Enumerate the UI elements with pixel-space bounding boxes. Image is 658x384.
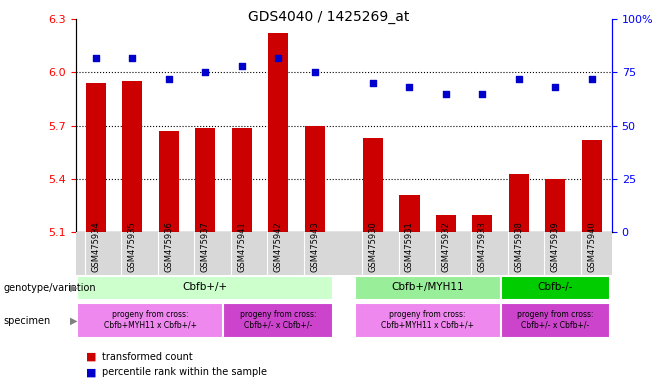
Point	[477, 91, 488, 97]
Bar	[78, 303, 224, 338]
Text: specimen: specimen	[3, 316, 51, 326]
Bar	[355, 276, 501, 300]
Bar	[472, 215, 492, 232]
Text: genotype/variation: genotype/variation	[3, 283, 96, 293]
Text: GSM475934: GSM475934	[91, 222, 100, 273]
Text: GSM475942: GSM475942	[274, 222, 283, 273]
Bar	[268, 33, 288, 232]
Bar	[545, 179, 565, 232]
Point	[236, 63, 247, 69]
Point	[90, 55, 101, 61]
Text: Cbfb+/MYH11: Cbfb+/MYH11	[392, 283, 464, 293]
Point	[550, 84, 561, 91]
Point	[309, 70, 320, 76]
Text: GSM475933: GSM475933	[478, 222, 487, 273]
Bar	[86, 83, 106, 232]
Point	[404, 84, 415, 91]
Point	[587, 76, 597, 82]
Text: GSM475931: GSM475931	[405, 222, 414, 273]
Bar	[224, 303, 333, 338]
Point	[200, 70, 211, 76]
Text: percentile rank within the sample: percentile rank within the sample	[102, 367, 267, 377]
Bar	[305, 126, 324, 232]
Bar	[436, 215, 456, 232]
Text: GDS4040 / 1425269_at: GDS4040 / 1425269_at	[248, 10, 410, 23]
Bar	[363, 138, 383, 232]
Point	[163, 76, 174, 82]
Point	[368, 80, 378, 86]
Bar	[501, 276, 610, 300]
Text: GSM475939: GSM475939	[551, 222, 560, 273]
Text: ▶: ▶	[70, 283, 78, 293]
Bar	[501, 303, 610, 338]
Text: GSM475932: GSM475932	[442, 222, 451, 273]
Text: GSM475941: GSM475941	[237, 222, 246, 273]
Text: transformed count: transformed count	[102, 352, 193, 362]
Bar	[122, 81, 142, 232]
Bar	[582, 140, 602, 232]
Point	[514, 76, 524, 82]
Text: GSM475938: GSM475938	[515, 222, 523, 273]
Bar	[399, 195, 420, 232]
Text: Cbfb-/-: Cbfb-/-	[538, 283, 573, 293]
Text: GSM475935: GSM475935	[128, 222, 137, 273]
Point	[441, 91, 451, 97]
Text: Cbfb+/+: Cbfb+/+	[183, 283, 228, 293]
Text: GSM475937: GSM475937	[201, 222, 210, 273]
Text: GSM475940: GSM475940	[588, 222, 596, 273]
Bar	[355, 303, 501, 338]
Bar	[232, 127, 252, 232]
Bar	[195, 127, 215, 232]
Text: GSM475943: GSM475943	[310, 222, 319, 273]
Text: ▶: ▶	[70, 316, 78, 326]
Point	[127, 55, 138, 61]
Bar	[509, 174, 529, 232]
Text: progeny from cross:
Cbfb+MYH11 x Cbfb+/+: progeny from cross: Cbfb+MYH11 x Cbfb+/+	[104, 310, 197, 329]
Point	[273, 55, 284, 61]
Text: ■: ■	[86, 352, 96, 362]
Text: GSM475930: GSM475930	[368, 222, 378, 273]
Text: progeny from cross:
Cbfb+/- x Cbfb+/-: progeny from cross: Cbfb+/- x Cbfb+/-	[517, 310, 594, 329]
Bar	[159, 131, 179, 232]
Bar	[78, 276, 333, 300]
Text: GSM475936: GSM475936	[164, 222, 173, 273]
Text: ■: ■	[86, 367, 96, 377]
Text: progeny from cross:
Cbfb+MYH11 x Cbfb+/+: progeny from cross: Cbfb+MYH11 x Cbfb+/+	[381, 310, 474, 329]
Text: progeny from cross:
Cbfb+/- x Cbfb+/-: progeny from cross: Cbfb+/- x Cbfb+/-	[240, 310, 316, 329]
